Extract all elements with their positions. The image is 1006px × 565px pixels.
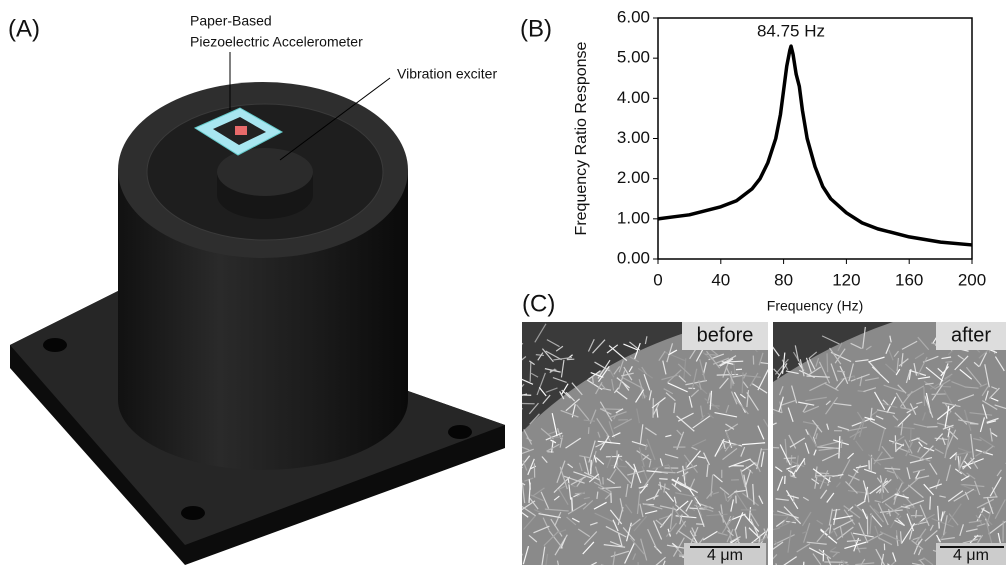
x-tick-label: 80 — [774, 270, 793, 289]
x-axis-label: Frequency (Hz) — [767, 298, 863, 314]
y-tick-label: 4.00 — [617, 88, 650, 107]
nanowire — [508, 464, 522, 482]
nanowire — [606, 456, 622, 457]
sem-images: before after 4 μm 4 μm — [504, 322, 1006, 565]
nanowire — [530, 362, 531, 382]
y-axis-label: Frequency Ratio Response — [573, 41, 590, 235]
sem-image — [757, 322, 1006, 565]
nanowire — [515, 409, 523, 412]
data-line — [658, 46, 972, 245]
chart: 0.00 1.00 2.00 3.00 4.00 5.00 6.00 0 40 80 120 160 2… — [573, 7, 986, 313]
panel-label: (A) — [8, 15, 40, 42]
y-tick-label: 0.00 — [617, 248, 650, 267]
sem-label: before — [697, 324, 754, 346]
nanowire — [882, 482, 883, 498]
nanowire — [895, 435, 896, 452]
annotation: Paper-Based — [190, 13, 272, 29]
panel-label: (B) — [520, 15, 552, 42]
plot-frame — [658, 18, 972, 259]
nanowire — [512, 395, 531, 396]
x-tick-label: 0 — [653, 270, 662, 289]
peak-annotation: 84.75 Hz — [757, 21, 825, 40]
panel-label: (C) — [522, 290, 555, 317]
scale-label: 4 μm — [707, 547, 743, 564]
annotation: Piezoelectric Accelerometer — [190, 34, 363, 50]
hole — [43, 338, 67, 352]
figure: (A) (B) (C) Paper-Based Piezoelectric Ac… — [0, 0, 1006, 565]
nanowire — [662, 472, 676, 473]
x-tick-label: 120 — [832, 270, 860, 289]
nanowire — [742, 372, 743, 393]
y-tick-label: 2.00 — [617, 168, 650, 187]
nanowire — [520, 554, 522, 563]
hole — [448, 425, 472, 439]
y-tick-label: 6.00 — [617, 7, 650, 26]
y-tick-label: 1.00 — [617, 208, 650, 227]
sem-image — [504, 322, 780, 565]
nanowire — [768, 407, 774, 413]
nanowire — [827, 353, 828, 372]
nanowire — [784, 458, 796, 459]
nanowire — [727, 361, 743, 362]
sensor-electrode — [235, 126, 247, 135]
knob-top — [217, 148, 313, 196]
sem-label: after — [951, 324, 991, 346]
x-tick-label: 200 — [958, 270, 986, 289]
nanowire — [731, 371, 732, 388]
nanowire — [924, 387, 925, 406]
x-tick-label: 40 — [711, 270, 730, 289]
x-tick-label: 160 — [895, 270, 923, 289]
nanowire — [601, 409, 622, 410]
nanowire — [572, 497, 573, 511]
nanowire — [945, 362, 952, 363]
nanowire — [685, 462, 686, 483]
annotation: Vibration exciter — [397, 66, 497, 82]
nanowire — [659, 479, 667, 480]
hole — [181, 506, 205, 520]
nanowire — [536, 355, 544, 356]
y-tick-label: 5.00 — [617, 48, 650, 67]
y-tick-label: 3.00 — [617, 128, 650, 147]
nanowire — [551, 437, 563, 438]
scale-label: 4 μm — [953, 547, 989, 564]
nanowire — [930, 496, 931, 509]
nanowire — [704, 507, 711, 508]
exciter-drawing — [10, 52, 505, 565]
